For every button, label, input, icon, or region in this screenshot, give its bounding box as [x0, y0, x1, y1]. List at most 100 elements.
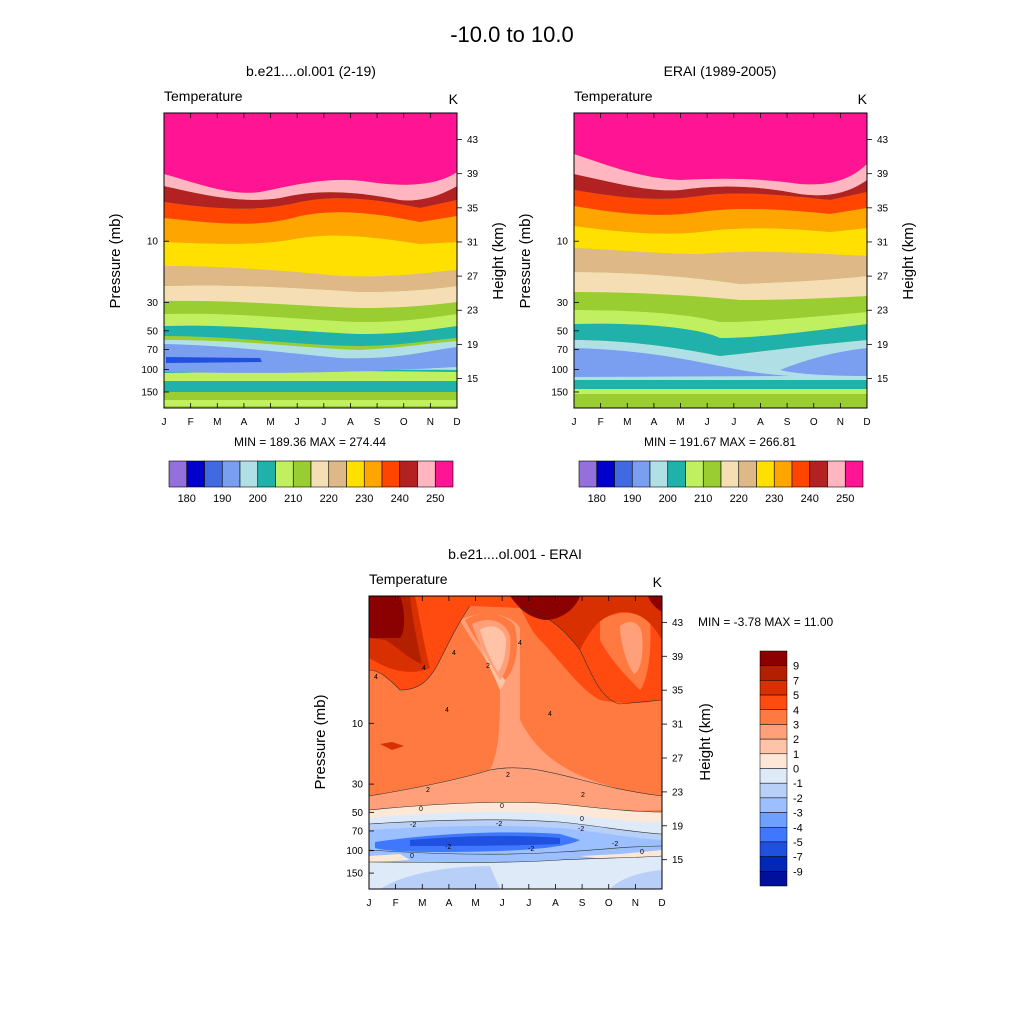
colorbar-swatch	[759, 650, 788, 666]
x-tick-label: D	[453, 417, 460, 428]
x-tick-label: D	[863, 417, 870, 428]
colorbar-label: 7	[793, 675, 799, 687]
panel-model-band	[164, 113, 457, 193]
height-tick-label: 43	[672, 618, 684, 629]
panel-diff-band	[510, 596, 580, 620]
x-tick-label: J	[500, 898, 505, 909]
panel-model-band	[164, 325, 457, 346]
x-tick-label: M	[471, 898, 479, 909]
colorbar-swatch	[827, 460, 846, 488]
panel-diff-band	[369, 854, 410, 862]
x-tick-label: A	[241, 417, 248, 428]
panel-diff-band	[410, 835, 560, 846]
x-tick-label: M	[266, 417, 274, 428]
colorbar-swatch	[809, 460, 828, 488]
colorbar-label: 220	[730, 493, 748, 505]
colorbar-swatch	[310, 460, 330, 488]
y-tick-label: 150	[551, 387, 568, 398]
colorbar-swatch	[204, 460, 223, 488]
panel-diff-contour	[368, 845, 663, 855]
panel-erai-left-string: Temperature	[574, 88, 653, 104]
panel-diff-frame	[368, 595, 663, 890]
x-tick-label: J	[526, 898, 531, 909]
panel-erai: ERAI (1989-2005) Temperature K Pressure …	[517, 63, 917, 449]
colorbar-label: -5	[793, 837, 803, 849]
colorbar-label: -7	[793, 852, 803, 864]
panel-erai-band	[574, 113, 867, 185]
x-tick-label: M	[213, 417, 221, 428]
panel-diff-contour-label: 0	[410, 853, 414, 860]
y-tick-label: 100	[551, 365, 568, 376]
colorbar-label: 4	[793, 705, 799, 717]
height-tick-label: 35	[672, 686, 684, 697]
colorbar-label: -2	[793, 793, 803, 805]
y-tick-label: 100	[141, 365, 158, 376]
panel-erai-band	[574, 206, 867, 234]
colorbar-label: 190	[213, 493, 231, 505]
panel-diff-contour-label: -2	[612, 841, 618, 848]
x-tick-label: D	[658, 898, 665, 909]
colorbar-label: -3	[793, 808, 803, 820]
panel-diff-contour-label: 4	[374, 674, 378, 681]
x-tick-label: M	[676, 417, 684, 428]
panel-diff-contour	[368, 855, 663, 863]
colorbar-swatch	[685, 460, 704, 488]
x-tick-label: J	[295, 417, 300, 428]
height-tick-label: 35	[467, 203, 479, 214]
colorbar-swatch	[257, 460, 276, 488]
panel-erai-band	[574, 348, 790, 377]
colorbar-label: 210	[284, 493, 302, 505]
panel-diff-band	[369, 613, 662, 811]
colorbar-swatch	[738, 460, 757, 488]
panel-erai-band	[574, 380, 867, 389]
panel-diff-plot: 4 4 4 2 4 4 4 2 2 0 0 -2 -2 -2 0 -2 -2 -…	[368, 595, 663, 890]
colorbar-swatch	[756, 460, 775, 488]
colorbar-label: 230	[355, 493, 373, 505]
x-tick-label: M	[623, 417, 631, 428]
panel-erai-ylabel: Pressure (mb)	[517, 213, 534, 308]
height-tick-label: 39	[672, 652, 684, 663]
colorbar-diff: 9 7 5 4 3 2 1 0 -1 -2 -3 -4 -5 -7 -9	[759, 650, 803, 887]
panel-erai-frame	[573, 112, 868, 409]
y-tick-label: 50	[557, 326, 569, 337]
panel-erai-right-string: K	[858, 91, 868, 107]
panel-diff-contour-label: 2	[506, 772, 510, 779]
colorbar-label: 0	[793, 764, 799, 776]
colorbar-label: 180	[588, 493, 606, 505]
panel-diff-band	[648, 596, 662, 612]
colorbar-swatch	[381, 460, 401, 488]
colorbar-label: 1	[793, 749, 799, 761]
colorbar-label: 2	[793, 734, 799, 746]
y-tick-label: 10	[557, 237, 569, 248]
colorbar-label: 9	[793, 661, 799, 673]
y-tick-label: 70	[147, 345, 159, 356]
y-tick-label: 50	[147, 326, 159, 337]
panel-erai-title: ERAI (1989-2005)	[664, 63, 777, 79]
colorbar-swatch	[759, 738, 788, 755]
panel-model-frame	[163, 112, 458, 409]
panel-erai-band	[574, 190, 867, 215]
panel-model-band	[164, 235, 457, 277]
x-tick-label: A	[757, 417, 764, 428]
colorbar-label: 190	[623, 493, 641, 505]
x-tick-label: N	[632, 898, 639, 909]
panel-diff-right-string: K	[653, 574, 663, 590]
panel-diff-band	[620, 621, 643, 674]
x-tick-label: A	[446, 898, 453, 909]
panel-model-band	[164, 266, 457, 292]
y-tick-label: 30	[557, 298, 569, 309]
x-tick-label: N	[427, 417, 434, 428]
panel-diff-contour-label: 4	[518, 640, 522, 647]
x-tick-label: M	[418, 898, 426, 909]
colorbar-swatch	[417, 460, 436, 488]
x-tick-label: N	[837, 417, 844, 428]
panel-erai-band	[574, 174, 867, 200]
colorbar-label: -9	[793, 866, 803, 878]
colorbar-swatch	[759, 665, 788, 681]
y-tick-label: 70	[557, 345, 569, 356]
colorbar-swatch	[720, 460, 740, 488]
colorbar-label: 250	[836, 493, 854, 505]
panel-diff-contour-label: -2	[410, 822, 416, 829]
panel-erai-band	[574, 226, 867, 256]
